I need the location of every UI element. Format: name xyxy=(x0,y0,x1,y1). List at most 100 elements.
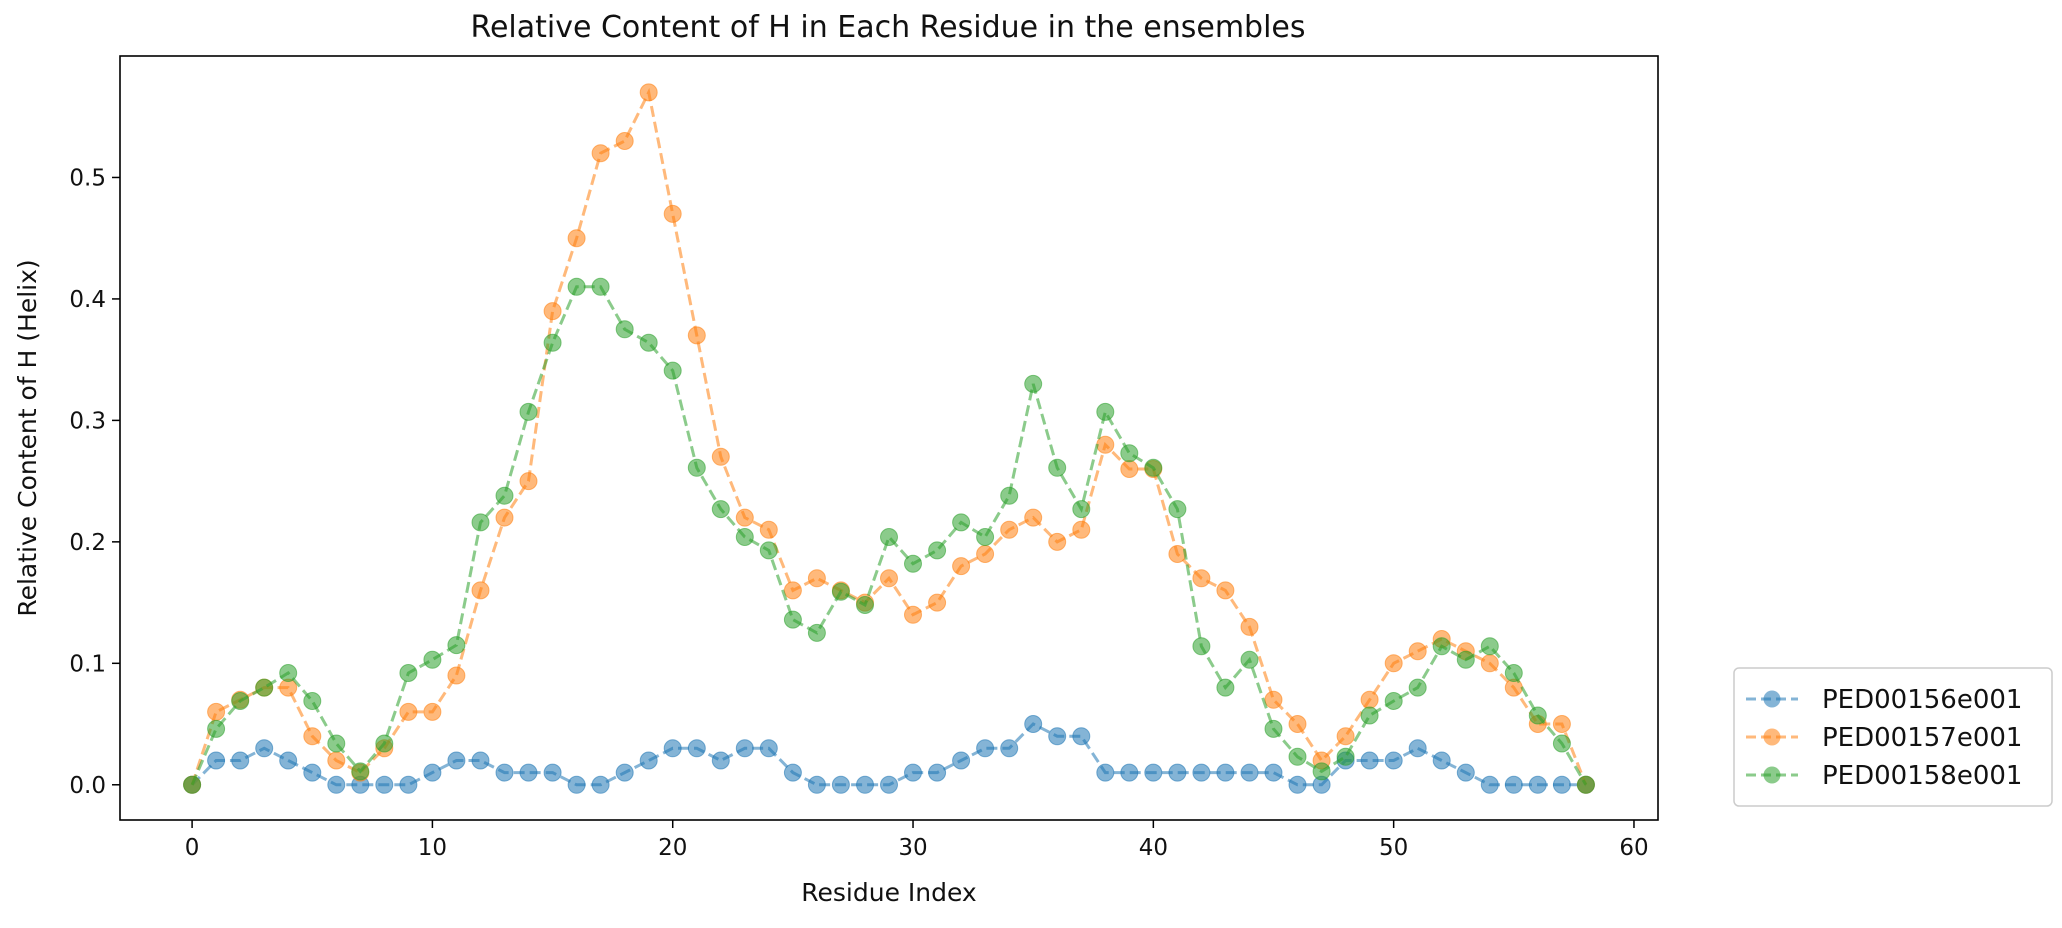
chart-title: Relative Content of H in Each Residue in… xyxy=(470,10,1305,45)
series-line-PED00158e001 xyxy=(190,285,1588,786)
y-tick-label: 0.1 xyxy=(69,651,106,677)
data-point xyxy=(1552,734,1571,753)
x-tick-label: 0 xyxy=(185,835,200,861)
data-point xyxy=(1168,763,1187,782)
data-point xyxy=(591,775,610,794)
data-point xyxy=(831,582,850,601)
data-point xyxy=(1264,690,1283,709)
data-point xyxy=(375,734,394,753)
data-point xyxy=(1000,486,1019,505)
series-PED00156e001 xyxy=(183,715,1595,794)
data-point xyxy=(1384,692,1403,710)
data-point xyxy=(495,763,514,782)
data-point xyxy=(783,763,802,782)
y-axis-ticks: 0.0 0.1 0.2 0.3 0.4 0.5 xyxy=(69,165,120,799)
data-point xyxy=(519,763,538,782)
x-axis-label: Residue Index xyxy=(801,878,976,907)
data-point xyxy=(1048,532,1067,551)
data-point xyxy=(351,762,370,781)
data-point xyxy=(447,751,466,770)
data-point xyxy=(759,739,778,758)
x-tick-label: 50 xyxy=(1379,835,1408,861)
data-point xyxy=(1384,654,1403,673)
x-tick-label: 40 xyxy=(1139,835,1168,861)
data-point xyxy=(1264,763,1283,782)
data-point xyxy=(399,664,418,682)
data-point xyxy=(687,326,706,345)
data-point xyxy=(1024,374,1043,393)
data-point xyxy=(207,719,226,738)
chart-legend: PED00156e001 PED00157e001 PED00158e001 xyxy=(1733,667,2053,807)
data-point xyxy=(976,545,995,563)
data-point xyxy=(1456,763,1475,782)
data-point xyxy=(1048,727,1067,746)
data-point xyxy=(1288,747,1307,766)
data-point xyxy=(1288,715,1307,733)
data-point xyxy=(928,763,947,782)
data-point xyxy=(880,528,898,546)
legend-label: PED00157e001 xyxy=(1822,723,2022,753)
data-point xyxy=(1408,642,1427,661)
data-point xyxy=(1504,664,1523,682)
legend-item-PED00158e001: PED00158e001 xyxy=(1746,761,2022,791)
data-point xyxy=(1360,690,1379,709)
data-point xyxy=(759,520,778,539)
data-point xyxy=(1432,637,1451,656)
series-line-PED00157e001 xyxy=(190,87,1588,786)
data-point xyxy=(1072,727,1091,746)
data-point xyxy=(904,605,922,624)
y-tick-label: 0.0 xyxy=(69,773,106,799)
x-tick-label: 60 xyxy=(1619,835,1648,861)
x-tick-label: 20 xyxy=(658,835,687,861)
legend-box xyxy=(1733,667,2053,807)
data-point xyxy=(471,581,490,600)
data-point xyxy=(1240,650,1259,669)
plot-content xyxy=(183,83,1595,794)
data-point xyxy=(327,734,346,753)
legend-label: PED00158e001 xyxy=(1822,761,2022,791)
data-point xyxy=(1168,545,1187,563)
data-point xyxy=(1144,763,1163,782)
data-point xyxy=(1192,763,1211,782)
y-axis-label: Relative Content of H (Helix) xyxy=(13,259,42,616)
y-tick-label: 0.3 xyxy=(69,408,106,434)
data-point xyxy=(1192,569,1211,588)
data-point xyxy=(1576,775,1595,794)
data-point xyxy=(831,775,850,794)
legend-marker xyxy=(1763,690,1781,708)
data-point xyxy=(735,508,754,527)
data-point xyxy=(807,775,826,794)
data-point xyxy=(231,692,250,710)
data-point xyxy=(807,623,826,642)
data-point xyxy=(567,277,586,296)
data-point xyxy=(928,541,947,560)
data-point xyxy=(759,541,778,560)
data-point xyxy=(591,144,610,163)
data-point xyxy=(303,763,322,782)
data-point xyxy=(279,751,298,770)
data-point xyxy=(1432,751,1451,770)
data-point xyxy=(447,666,466,685)
data-point xyxy=(1216,678,1235,697)
legend-marker xyxy=(1763,766,1781,784)
data-point xyxy=(639,751,658,770)
data-point xyxy=(1312,762,1331,781)
data-point xyxy=(1240,617,1259,636)
data-point xyxy=(1480,775,1499,794)
y-tick-label: 0.5 xyxy=(69,165,106,191)
data-point xyxy=(783,581,802,600)
data-point xyxy=(687,739,706,758)
data-point xyxy=(1192,637,1211,656)
data-point xyxy=(904,763,922,782)
legend-label: PED00156e001 xyxy=(1822,685,2022,715)
data-point xyxy=(327,775,346,794)
x-tick-label: 30 xyxy=(898,835,927,861)
data-point xyxy=(1528,706,1547,725)
data-point xyxy=(615,763,634,782)
data-point xyxy=(639,83,658,102)
data-point xyxy=(1360,706,1379,725)
data-point xyxy=(928,593,947,612)
data-point xyxy=(976,739,995,758)
legend-item-PED00156e001: PED00156e001 xyxy=(1746,685,2022,715)
